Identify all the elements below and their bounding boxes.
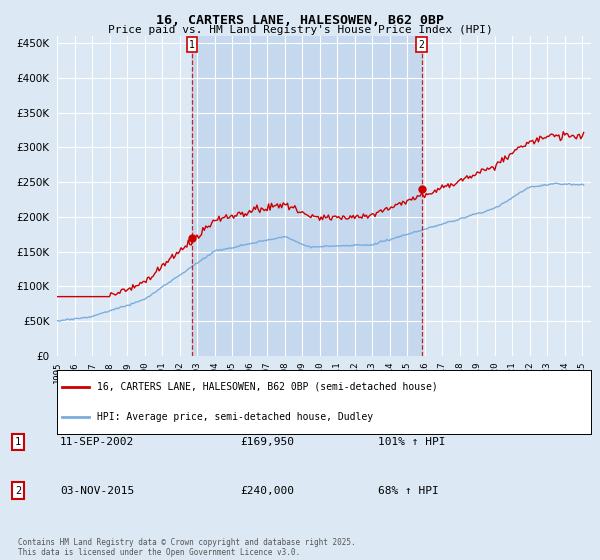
Text: 101% ↑ HPI: 101% ↑ HPI — [378, 437, 445, 447]
Text: 11-SEP-2002: 11-SEP-2002 — [60, 437, 134, 447]
Text: HPI: Average price, semi-detached house, Dudley: HPI: Average price, semi-detached house,… — [97, 412, 373, 422]
Text: 68% ↑ HPI: 68% ↑ HPI — [378, 486, 439, 496]
Text: Contains HM Land Registry data © Crown copyright and database right 2025.
This d: Contains HM Land Registry data © Crown c… — [18, 538, 356, 557]
Text: 16, CARTERS LANE, HALESOWEN, B62 0BP (semi-detached house): 16, CARTERS LANE, HALESOWEN, B62 0BP (se… — [97, 382, 438, 392]
Text: 2: 2 — [15, 486, 21, 496]
Text: 16, CARTERS LANE, HALESOWEN, B62 0BP: 16, CARTERS LANE, HALESOWEN, B62 0BP — [156, 14, 444, 27]
Text: 1: 1 — [189, 40, 195, 50]
Text: £169,950: £169,950 — [240, 437, 294, 447]
Text: 2: 2 — [419, 40, 425, 50]
Text: Price paid vs. HM Land Registry's House Price Index (HPI): Price paid vs. HM Land Registry's House … — [107, 25, 493, 35]
Text: 03-NOV-2015: 03-NOV-2015 — [60, 486, 134, 496]
Text: 1: 1 — [15, 437, 21, 447]
Bar — [192, 36, 422, 356]
Text: £240,000: £240,000 — [240, 486, 294, 496]
